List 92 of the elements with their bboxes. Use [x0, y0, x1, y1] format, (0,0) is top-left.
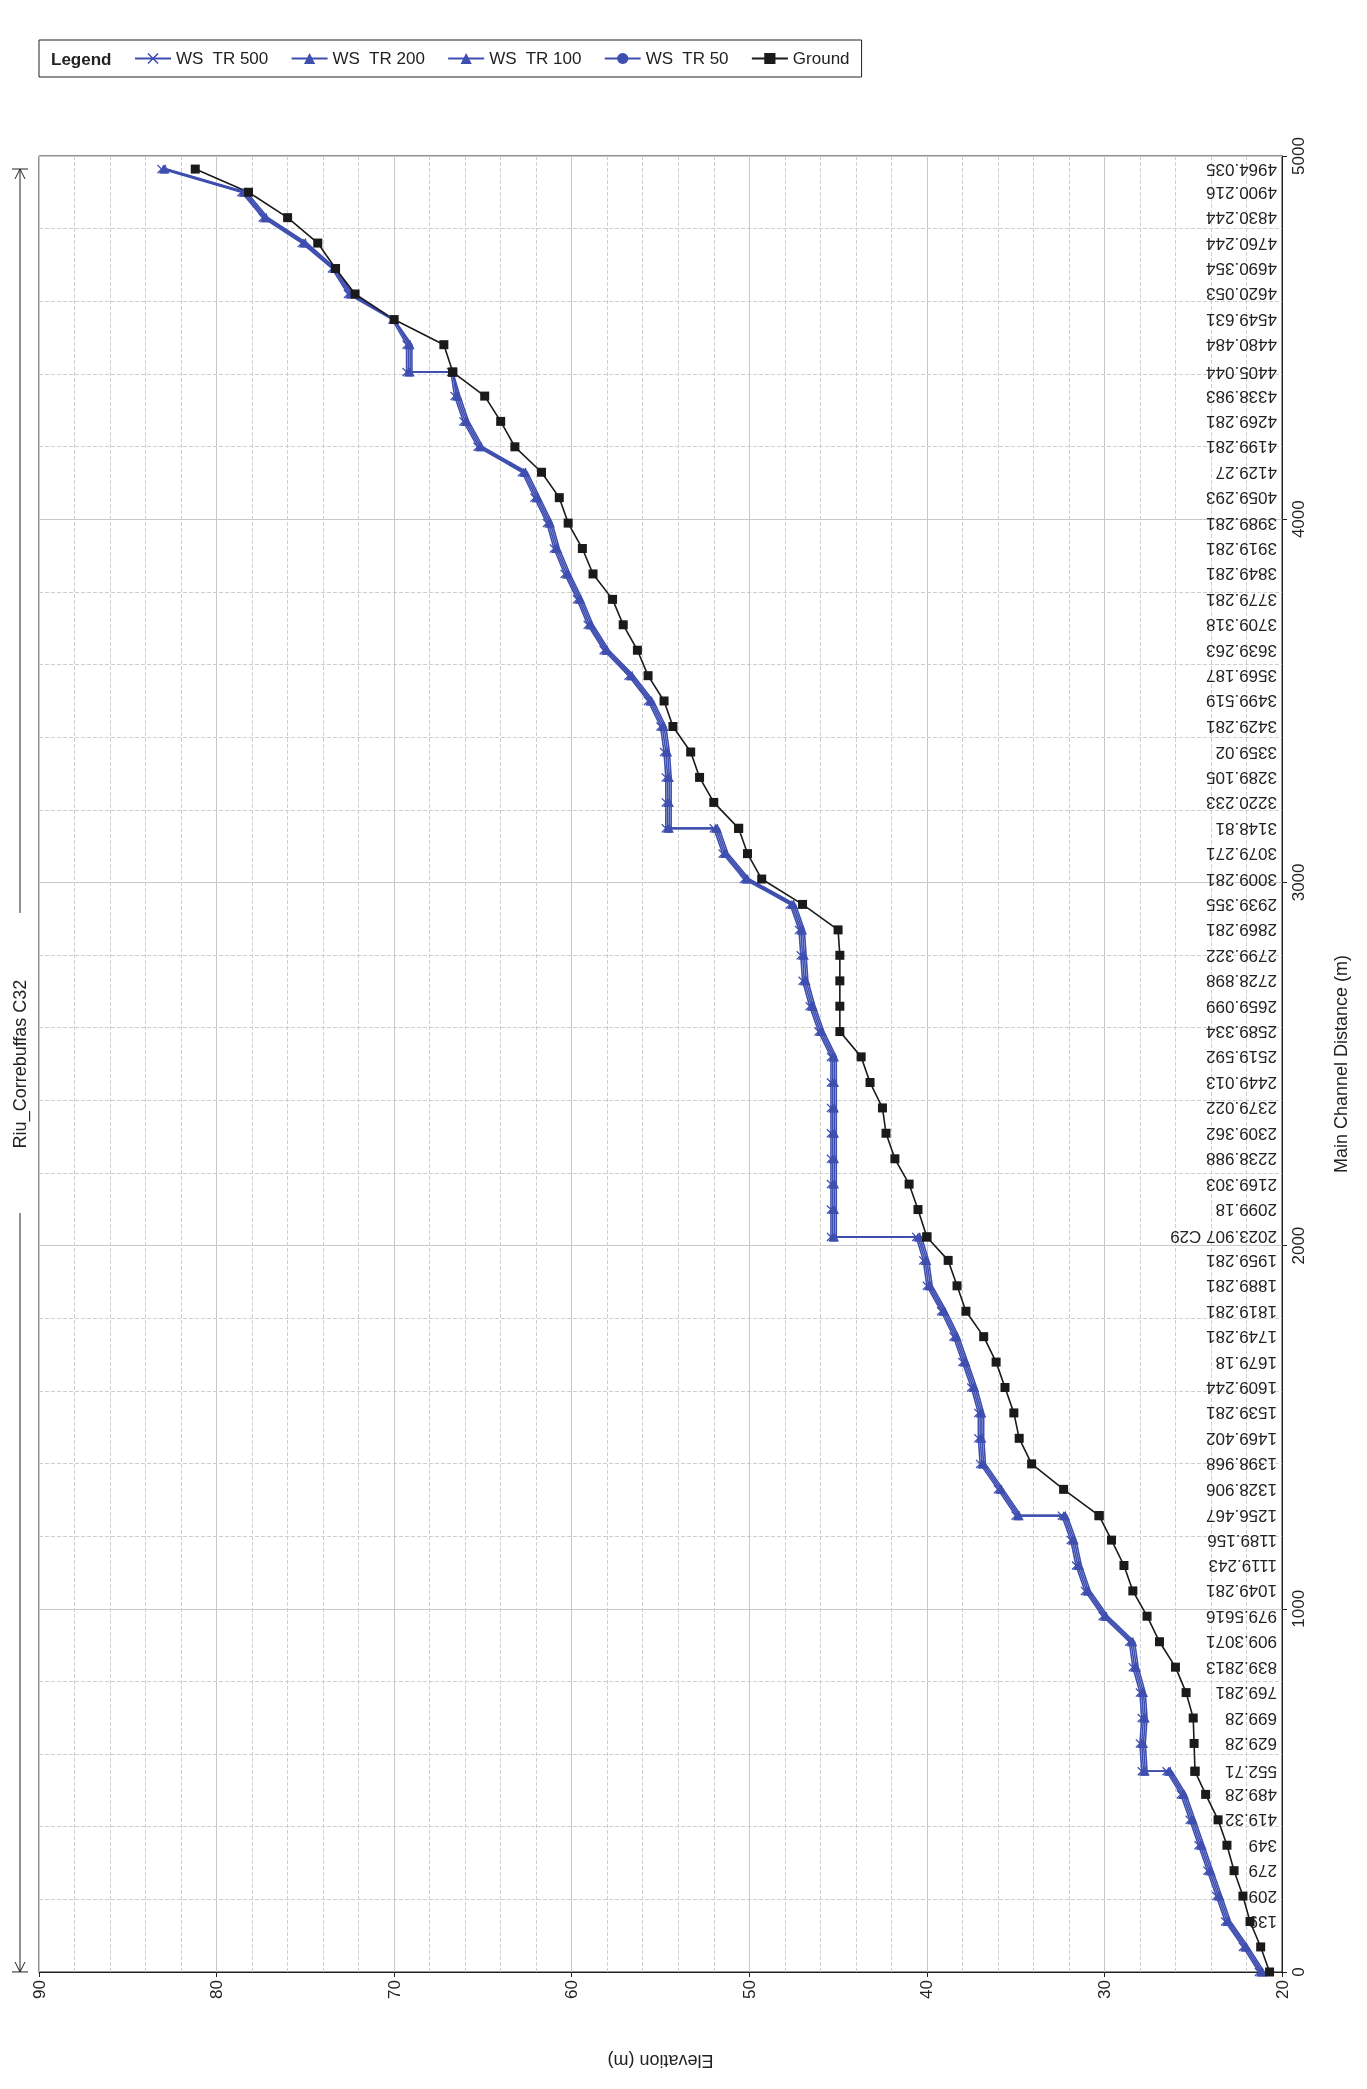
legend-label: Ground — [792, 49, 850, 68]
y2-tick-label: 1049.281 — [1206, 1581, 1277, 1601]
y2-tick-label: 349 — [1248, 1835, 1277, 1855]
y2-tick-label: 1256.467 — [1206, 1506, 1277, 1526]
y2-tick-label: 2728.898 — [1206, 971, 1277, 991]
y2-tick-label: 3220.233 — [1206, 792, 1277, 812]
x-tick-label: 20 — [1272, 1980, 1292, 1999]
y2-tick-label: 3359.02 — [1215, 742, 1277, 762]
y2-tick-label: 2169.303 — [1206, 1174, 1277, 1194]
y2-tick-label: 2799.322 — [1206, 945, 1277, 965]
y2-tick-label: 3849.281 — [1206, 564, 1277, 584]
y2-tick-label: 2238.988 — [1206, 1149, 1277, 1169]
y2-tick-label: 2939.355 — [1206, 894, 1277, 914]
y2-tick-label: 1959.281 — [1206, 1250, 1277, 1270]
legend-label: WS TR 200 — [332, 49, 425, 68]
y2-tick-label: 699.28 — [1225, 1708, 1277, 1728]
y-tick-label: 4000 — [1289, 500, 1308, 539]
y2-tick-label: 4760.244 — [1206, 233, 1277, 253]
y2-tick-label: 2449.013 — [1206, 1073, 1277, 1093]
y2-tick-label: 4549.631 — [1206, 310, 1277, 330]
y2-tick-label: 2309.362 — [1206, 1123, 1277, 1143]
y2-tick-label: 209 — [1248, 1886, 1277, 1906]
y2-tick-label: 2869.281 — [1206, 920, 1277, 940]
y-tick-label: 2000 — [1289, 1226, 1308, 1265]
y2-tick-label: 3779.281 — [1206, 589, 1277, 609]
y2-tick-label: 4620.053 — [1206, 284, 1277, 304]
y2-tick-label: 552.71 — [1225, 1761, 1277, 1781]
y2-tick-label: 3009.281 — [1206, 869, 1277, 889]
y-tick-label: 0 — [1289, 1967, 1308, 1977]
x-tick-label: 70 — [384, 1980, 404, 1999]
y2-tick-label: 839.2813 — [1206, 1657, 1277, 1677]
y2-tick-label: 1679.18 — [1215, 1352, 1277, 1372]
y2-tick-label: 2379.022 — [1206, 1098, 1277, 1118]
y2-tick-label: 3709.318 — [1206, 615, 1277, 635]
x-tick-label: 50 — [739, 1980, 759, 1999]
x-tick-label: 40 — [917, 1980, 937, 1999]
y2-tick-label: 769.281 — [1215, 1683, 1277, 1703]
x-tick-label: 80 — [207, 1980, 227, 1999]
y2-tick-label: 4059.293 — [1206, 488, 1277, 508]
y2-tick-label: 2023.907 C29 — [1170, 1227, 1277, 1247]
legend-label: WS TR 50 — [645, 49, 729, 68]
y-tick-label: 5000 — [1289, 137, 1308, 175]
y2-tick-label: 1609.244 — [1206, 1378, 1277, 1398]
x-tick-label: 30 — [1094, 1980, 1114, 1999]
y2-tick-label: 1328.906 — [1206, 1479, 1277, 1499]
y2-tick-label: 4269.281 — [1206, 411, 1277, 431]
text: Riu_Correbuffas C32 — [10, 979, 31, 1149]
y2-tick-label: 4900.216 — [1206, 182, 1277, 202]
x-axis-title: Elevation (m) — [607, 2051, 714, 2071]
y2-tick-label: 1819.281 — [1206, 1301, 1277, 1321]
y2-tick-label: 4690.354 — [1206, 258, 1277, 278]
y2-tick-label: 1539.281 — [1206, 1403, 1277, 1423]
y2-tick-label: 489.28 — [1225, 1784, 1277, 1804]
y2-tick-label: 3989.281 — [1206, 513, 1277, 533]
y2-tick-label: 4199.281 — [1206, 437, 1277, 457]
y2-tick-label: 909.3071 — [1206, 1632, 1277, 1652]
y2-tick-label: 1889.281 — [1206, 1276, 1277, 1296]
y2-tick-label: 3079.271 — [1206, 844, 1277, 864]
y2-tick-label: 4405.044 — [1206, 362, 1277, 382]
y2-tick-label: 629.28 — [1225, 1733, 1277, 1753]
y-axis-title: Main Channel Distance (m) — [1331, 954, 1351, 1174]
y2-tick-label: 4480.484 — [1206, 335, 1277, 355]
y2-tick-label: 1469.402 — [1206, 1428, 1277, 1448]
y2-tick-label: 3289.105 — [1206, 767, 1277, 787]
x-tick-label: 60 — [562, 1980, 582, 1999]
y2-tick-label: 3148.81 — [1215, 818, 1277, 838]
y2-tick-label: 3919.281 — [1206, 539, 1277, 559]
y-tick-label: 1000 — [1289, 1589, 1308, 1628]
y2-tick-label: 1749.281 — [1206, 1327, 1277, 1347]
legend-label: WS TR 500 — [176, 49, 269, 68]
y2-tick-label: 419.32 — [1225, 1810, 1277, 1830]
legend-label: WS TR 100 — [489, 49, 582, 68]
y2-tick-label: 2519.592 — [1206, 1047, 1277, 1067]
y2-tick-label: 3569.187 — [1206, 666, 1277, 686]
y2-tick-label: 2589.334 — [1206, 1022, 1277, 1042]
x-tick-label: 90 — [29, 1980, 49, 1999]
y2-tick-label: 3639.263 — [1206, 640, 1277, 660]
y2-tick-label: 1398.968 — [1206, 1454, 1277, 1474]
legend-title: Legend — [51, 50, 112, 69]
y2-tick-label: 4830.244 — [1206, 208, 1277, 228]
y2-tick-label: 4129.27 — [1215, 462, 1277, 482]
y2-tick-label: 979.5616 — [1206, 1606, 1277, 1626]
y2-tick-label: 1189.156 — [1207, 1530, 1277, 1550]
y2-tick-label: 279 — [1248, 1861, 1277, 1881]
y2-tick-label: 2659.099 — [1206, 996, 1277, 1016]
y2-tick-label: 4338.983 — [1206, 386, 1277, 406]
y-tick-label: 3000 — [1289, 863, 1308, 902]
y2-tick-label: 4964.035 — [1206, 159, 1277, 179]
y2-tick-label: 2099.18 — [1215, 1200, 1277, 1220]
y2-tick-label: 3429.281 — [1206, 716, 1277, 736]
y2-tick-label: 3499.519 — [1206, 691, 1277, 711]
y2-tick-label: 1119.243 — [1208, 1555, 1277, 1575]
